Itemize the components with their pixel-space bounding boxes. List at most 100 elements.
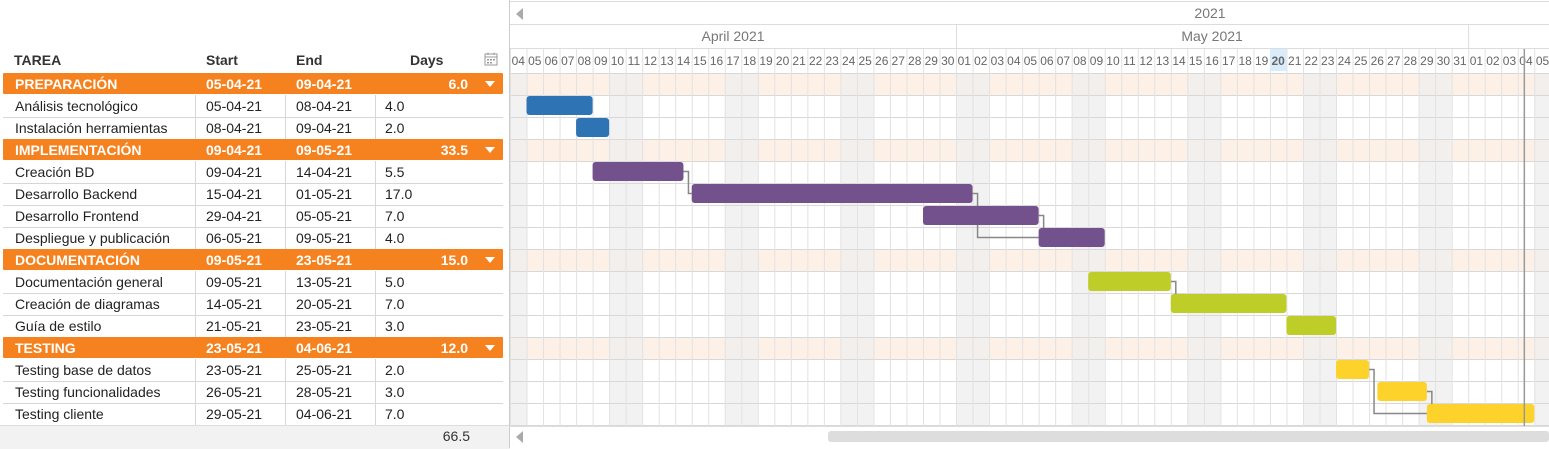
column-separator [285,271,286,293]
task-row[interactable]: Documentación general 09-05-21 13-05-21 5.0 [3,271,503,294]
task-end: 14-04-21 [296,164,353,180]
grid-footer [0,425,510,449]
task-bar[interactable] [1377,382,1427,401]
day-tick-label: 19 [759,54,773,68]
group-row-band [510,249,1549,271]
day-tick-label: 03 [991,54,1005,68]
task-row[interactable]: Instalación herramientas 08-04-21 09-04-21… [3,117,503,140]
collapse-caret-icon[interactable] [485,345,495,351]
task-bar[interactable] [592,162,684,181]
day-tick-label: 10 [1106,54,1120,68]
task-row[interactable]: Desarrollo Backend 15-04-21 01-05-21 17.0 [3,183,503,206]
task-row[interactable]: Despliegue y publicación 06-05-21 09-05-21… [3,227,503,250]
column-separator [375,359,376,381]
day-tick-label: 02 [1486,54,1500,68]
day-tick-label: 24 [1338,54,1352,68]
column-header-end[interactable]: End [296,52,323,68]
task-row[interactable]: Guía de estilo 21-05-21 23-05-21 3.0 [3,315,503,338]
task-end: 04-06-21 [296,406,353,422]
column-separator [285,183,286,205]
timeline-prev-icon[interactable] [516,8,523,20]
group-row-band [510,73,1549,95]
column-separator [375,381,376,403]
task-start: 14-05-21 [206,296,263,312]
task-row[interactable]: Creación de diagramas 14-05-21 20-05-21 7.0 [3,293,503,316]
task-bar[interactable] [691,184,973,203]
group-end: 09-05-21 [296,142,353,158]
task-end: 05-05-21 [296,208,353,224]
task-bar[interactable] [1170,294,1287,313]
task-start: 15-04-21 [206,186,263,202]
pane-splitter[interactable] [509,0,510,448]
task-bar[interactable] [1286,316,1336,335]
day-tick-label: 18 [743,54,757,68]
column-header-start[interactable]: Start [206,52,238,68]
task-bar[interactable] [576,118,610,137]
group-row[interactable]: PREPARACIÓN 05-04-21 09-04-21 6.0 [3,73,503,94]
task-bar[interactable] [1336,360,1370,379]
day-tick-label: 17 [726,54,740,68]
total-days: 66.5 [442,428,470,444]
column-separator [195,293,196,315]
collapse-caret-icon[interactable] [485,257,495,263]
column-header-task[interactable]: TAREA [14,52,62,68]
horizontal-scrollbar[interactable] [510,426,1549,447]
day-tick-label: 05 [1536,54,1549,68]
day-tick-label: 26 [1371,54,1385,68]
task-days: 5.5 [385,164,405,180]
group-name: DOCUMENTACIÓN [15,252,140,268]
task-days: 4.0 [385,98,405,114]
column-separator [285,293,286,315]
gantt-timeline: 04 05 06 07 08 09 10 11 12 13 14 15 16 17 18 19 20 21 22 23… [510,1,1549,426]
task-bar[interactable] [526,96,593,115]
horizontal-scrollbar-thumb[interactable] [828,431,1549,442]
task-start: 29-05-21 [206,406,263,422]
column-separator [375,227,376,249]
task-start: 23-05-21 [206,362,263,378]
collapse-caret-icon[interactable] [485,81,495,87]
task-bar[interactable] [1038,228,1105,247]
task-end: 09-05-21 [296,230,353,246]
year-label: 2021 [1194,5,1225,21]
task-end: 13-05-21 [296,274,353,290]
day-tick-label: 07 [1057,54,1071,68]
task-bar[interactable] [1426,404,1535,423]
day-tick-label: 09 [594,54,608,68]
task-name: Despliegue y publicación [15,230,170,246]
group-row[interactable]: IMPLEMENTACIÓN 09-04-21 09-05-21 33.5 [3,139,503,160]
collapse-caret-icon[interactable] [485,147,495,153]
task-row[interactable]: Testing cliente 29-05-21 04-06-21 7.0 [3,403,503,426]
day-tick-label: 21 [792,54,806,68]
task-bar[interactable] [1088,272,1171,291]
task-row[interactable]: Testing base de datos 23-05-21 25-05-21 2.0 [3,359,503,382]
task-name: Testing cliente [15,406,104,422]
column-separator [285,315,286,337]
task-name: Testing base de datos [15,362,152,378]
task-row[interactable]: Desarrollo Frontend 29-04-21 05-05-21 7.0 [3,205,503,228]
day-tick-label: 29 [925,54,939,68]
scroll-left-icon[interactable] [516,431,523,443]
column-separator [375,403,376,425]
gantt-chart: 04 05 06 07 08 09 10 11 12 13 14 15 16 17 18 19 20 21 22 23… [510,0,1549,448]
day-tick-label: 22 [809,54,823,68]
task-row[interactable]: Testing funcionalidades 26-05-21 28-05-21 3… [3,381,503,404]
column-header-days[interactable]: Days [410,52,444,68]
group-row[interactable]: TESTING 23-05-21 04-06-21 12.0 [3,337,503,358]
task-name: Testing funcionalidades [15,384,161,400]
day-tick-label: 08 [578,54,592,68]
column-separator [285,359,286,381]
day-tick-label: 25 [859,54,873,68]
task-name: Análisis tecnológico [15,98,138,114]
task-row[interactable]: Creación BD 09-04-21 14-04-21 5.5 [3,161,503,184]
day-tick-label: 13 [1156,54,1170,68]
day-tick-label: 04 [1519,54,1533,68]
task-row[interactable]: Análisis tecnológico 05-04-21 08-04-21 4.0 [3,95,503,118]
column-separator [285,205,286,227]
task-days: 7.0 [385,208,405,224]
day-tick-label: 29 [1420,54,1434,68]
task-days: 4.0 [385,230,405,246]
calendar-icon[interactable] [484,52,498,66]
column-separator [195,271,196,293]
task-bar[interactable] [923,206,1039,225]
group-row[interactable]: DOCUMENTACIÓN 09-05-21 23-05-21 15.0 [3,249,503,270]
